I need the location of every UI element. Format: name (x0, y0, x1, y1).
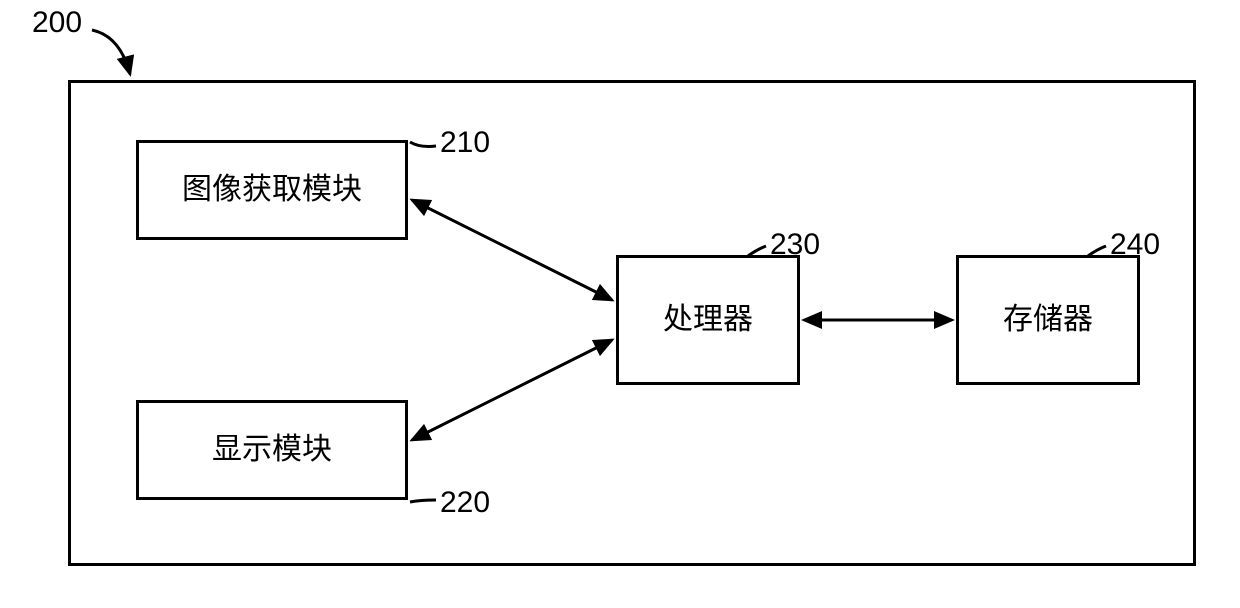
ref-label-220-text: 220 (440, 486, 490, 519)
figure-ref-200: 200 (32, 6, 82, 40)
ref-label-210-text: 210 (440, 126, 490, 159)
ref-label-230-text: 230 (770, 228, 820, 261)
figure-ref-200-text: 200 (32, 6, 82, 39)
node-processor-label: 处理器 (663, 302, 753, 338)
ref-label-240: 240 (1110, 228, 1160, 262)
ref-label-230: 230 (770, 228, 820, 262)
node-processor: 处理器 (616, 255, 800, 385)
node-memory: 存储器 (956, 255, 1140, 385)
node-image-acquisition-module-label: 图像获取模块 (182, 172, 362, 208)
lead-line-200 (92, 30, 130, 74)
node-display-module-label: 显示模块 (212, 432, 332, 468)
node-image-acquisition-module: 图像获取模块 (136, 140, 408, 240)
diagram-canvas: 200 图像获取模块 显示模块 处理器 存储器 210 220 230 240 (0, 0, 1240, 608)
node-memory-label: 存储器 (1003, 302, 1093, 338)
ref-label-210: 210 (440, 126, 490, 160)
ref-label-220: 220 (440, 486, 490, 520)
node-display-module: 显示模块 (136, 400, 408, 500)
ref-label-240-text: 240 (1110, 228, 1160, 261)
